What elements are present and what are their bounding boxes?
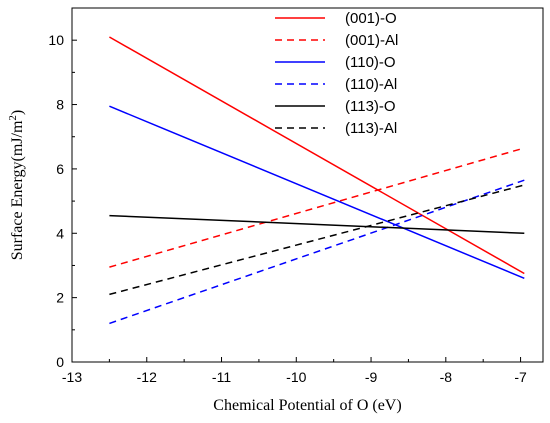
x-tick-label: -12 [137, 369, 157, 385]
legend-label: (113)-O [345, 98, 396, 115]
legend: (001)-O (001)-Al (110)-O (110)-Al (113)-O (11… [275, 10, 398, 137]
plot-area [71, 7, 544, 363]
y-tick-label: 0 [56, 354, 64, 370]
x-tick-label: -13 [62, 369, 82, 385]
plot-frame [71, 7, 544, 363]
legend-label: (001)-Al [345, 32, 398, 49]
y-tick-label: 8 [56, 97, 64, 113]
x-axis: -13 -12 -11 -10 -9 -8 -7 [62, 357, 527, 385]
y-axis: 0 2 4 6 8 10 [48, 32, 77, 370]
legend-label: (113)-Al [345, 120, 397, 137]
legend-label: (110)-O [345, 54, 396, 71]
series-line-113-al [109, 184, 525, 296]
x-tick-label: -11 [212, 369, 231, 385]
series-line-001-al [109, 147, 525, 268]
x-tick-label: -7 [514, 369, 527, 385]
series-line-110-al [109, 179, 525, 325]
y-tick-label: 4 [56, 225, 64, 241]
legend-label: (110)-Al [345, 76, 397, 93]
x-tick-label: -10 [286, 369, 306, 385]
series-line-001-o [109, 36, 525, 275]
series-line-113-o [109, 214, 525, 235]
series-line-110-o [109, 105, 525, 279]
y-tick-label: 10 [48, 32, 64, 48]
x-tick-label: -8 [440, 369, 453, 385]
y-tick-label: 2 [56, 290, 64, 306]
y-tick-label: 6 [56, 161, 64, 177]
legend-label: (001)-O [345, 10, 397, 27]
series-layer [109, 36, 525, 325]
x-tick-label: -9 [365, 369, 378, 385]
x-axis-label: Chemical Potential of O (eV) [213, 397, 401, 414]
y-axis-label: Surface Energy(mJ/m2) [7, 110, 26, 261]
